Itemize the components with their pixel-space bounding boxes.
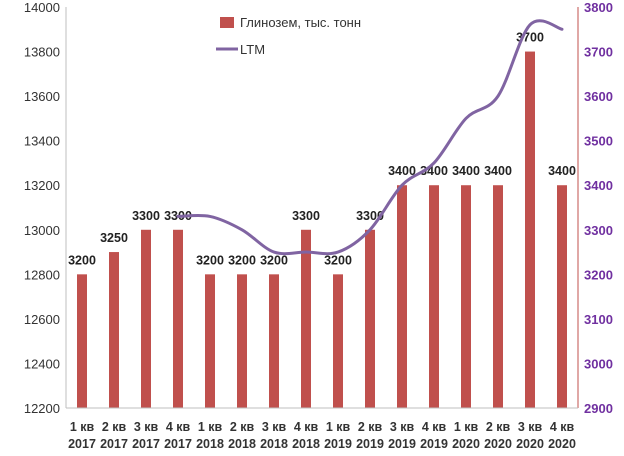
x-tick-label-year: 2020 — [484, 437, 512, 451]
bar — [301, 229, 311, 408]
bar — [173, 229, 183, 408]
x-tick-label-quarter: 1 кв — [70, 420, 95, 434]
right-tick-label: 3200 — [584, 267, 613, 282]
left-tick-label: 12600 — [24, 312, 60, 327]
x-axis: 1 кв 2017 2 кв 2017 3 кв 2017 4 кв 2017 1 кв 2018… — [66, 407, 578, 451]
x-tick-label-year: 2019 — [356, 437, 384, 451]
x-tick-label-year: 2018 — [196, 437, 224, 451]
bar-data-label: 3300 — [292, 209, 320, 223]
x-tick-label-year: 2019 — [388, 437, 416, 451]
x-tick-label-year: 2020 — [548, 437, 576, 451]
x-tick-label-year: 2017 — [68, 437, 96, 451]
x-tick-label-year: 2017 — [164, 437, 192, 451]
left-tick-label: 13400 — [24, 134, 60, 149]
bar — [365, 229, 375, 408]
bar-series — [77, 51, 567, 409]
x-tick-label-quarter: 1 кв — [326, 420, 351, 434]
bar-data-label: 3400 — [548, 164, 576, 178]
right-tick-label: 3500 — [584, 134, 613, 149]
line-series — [176, 19, 564, 256]
right-tick-label: 3100 — [584, 312, 613, 327]
bar-data-label: 3200 — [260, 253, 288, 267]
x-tick-label-quarter: 4 кв — [422, 420, 447, 434]
ltm-line — [176, 19, 564, 256]
bar-data-label: 3300 — [132, 209, 160, 223]
right-tick-label: 3000 — [584, 356, 613, 371]
bar — [333, 274, 343, 408]
left-tick-label: 13600 — [24, 89, 60, 104]
bar — [269, 274, 279, 408]
bar — [525, 51, 535, 409]
x-tick-label-year: 2019 — [324, 437, 352, 451]
right-tick-label: 2900 — [584, 401, 613, 416]
left-tick-label: 13200 — [24, 178, 60, 193]
right-tick-label: 3400 — [584, 178, 613, 193]
x-tick-label-quarter: 1 кв — [198, 420, 223, 434]
bar — [397, 185, 407, 408]
x-tick-label-year: 2019 — [420, 437, 448, 451]
bar-data-label: 3400 — [484, 164, 512, 178]
left-tick-label: 13800 — [24, 45, 60, 60]
x-tick-label-quarter: 3 кв — [262, 420, 287, 434]
bar — [77, 274, 87, 408]
left-tick-label: 13000 — [24, 223, 60, 238]
x-tick-label-quarter: 2 кв — [102, 420, 127, 434]
legend: Глинозем, тыс. тонн LTM — [216, 15, 361, 57]
right-tick-label: 3600 — [584, 89, 613, 104]
bar — [109, 252, 119, 408]
x-tick-label-year: 2018 — [260, 437, 288, 451]
legend-swatch-bar — [220, 17, 234, 28]
bar-data-label: 3200 — [324, 253, 352, 267]
x-tick-label-year: 2020 — [452, 437, 480, 451]
x-tick-label-year: 2017 — [132, 437, 160, 451]
bar — [205, 274, 215, 408]
x-tick-label-quarter: 4 кв — [294, 420, 319, 434]
legend-label-line: LTM — [240, 42, 265, 57]
right-tick-label: 3800 — [584, 0, 613, 15]
bar — [237, 274, 247, 408]
bar — [429, 185, 439, 408]
x-tick-label-quarter: 2 кв — [230, 420, 255, 434]
legend-label-bar: Глинозем, тыс. тонн — [240, 15, 361, 30]
x-tick-label-quarter: 3 кв — [518, 420, 543, 434]
x-tick-label-quarter: 1 кв — [454, 420, 479, 434]
right-y-axis: 2900 3000 3100 3200 3300 3400 3500 3600 3700 3800 — [577, 0, 613, 416]
x-tick-label-year: 2017 — [100, 437, 128, 451]
x-tick-label-quarter: 4 кв — [166, 420, 191, 434]
left-tick-label: 12400 — [24, 356, 60, 371]
x-tick-label-year: 2020 — [516, 437, 544, 451]
bar-data-label: 3400 — [388, 164, 416, 178]
bar-data-label: 3200 — [196, 253, 224, 267]
x-tick-label-year: 2018 — [292, 437, 320, 451]
x-tick-label-quarter: 2 кв — [358, 420, 383, 434]
bar-data-label: 3200 — [68, 253, 96, 267]
left-y-axis: 12200 12400 12600 12800 13000 13200 13400 13600… — [24, 0, 67, 416]
x-tick-label-year: 2018 — [228, 437, 256, 451]
bar-data-label: 3200 — [228, 253, 256, 267]
left-tick-label: 12200 — [24, 401, 60, 416]
bar-data-label: 3250 — [100, 231, 128, 245]
bar — [141, 229, 151, 408]
right-tick-label: 3300 — [584, 223, 613, 238]
left-tick-label: 14000 — [24, 0, 60, 15]
right-tick-label: 3700 — [584, 45, 613, 60]
bar — [493, 185, 503, 408]
x-tick-label-quarter: 4 кв — [550, 420, 575, 434]
x-tick-label-quarter: 3 кв — [390, 420, 415, 434]
bar — [557, 185, 567, 408]
x-tick-label-quarter: 3 кв — [134, 420, 159, 434]
bar — [461, 185, 471, 408]
x-tick-label-quarter: 2 кв — [486, 420, 511, 434]
bar-data-label: 3400 — [452, 164, 480, 178]
left-tick-label: 12800 — [24, 267, 60, 282]
